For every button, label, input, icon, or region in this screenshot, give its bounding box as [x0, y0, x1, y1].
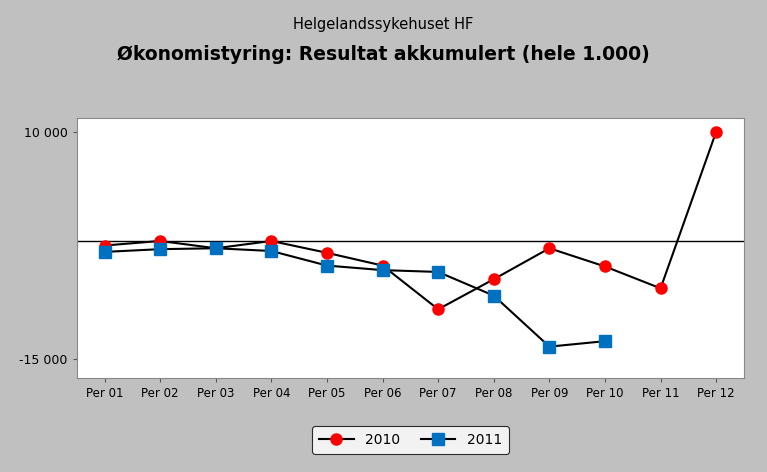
- 2010: [267, 238, 276, 244]
- Legend: 2010, 2011: 2010, 2011: [312, 426, 509, 454]
- 2010: [601, 264, 610, 270]
- 2010: [433, 306, 443, 312]
- 2011: [378, 267, 387, 273]
- 2010: [656, 286, 665, 291]
- 2010: [211, 245, 220, 251]
- Text: Helgelandssykehuset HF: Helgelandssykehuset HF: [293, 17, 474, 32]
- 2010: [322, 250, 331, 256]
- Line: 2010: 2010: [99, 126, 722, 315]
- 2011: [545, 344, 554, 349]
- 2010: [156, 238, 165, 244]
- 2010: [545, 245, 554, 251]
- 2010: [378, 263, 387, 269]
- 2011: [100, 249, 109, 255]
- 2011: [601, 338, 610, 344]
- Line: 2011: 2011: [99, 243, 611, 352]
- 2011: [489, 293, 499, 298]
- 2011: [322, 263, 331, 269]
- 2010: [100, 243, 109, 248]
- 2010: [489, 277, 499, 282]
- Text: Økonomistyring: Resultat akkumulert (hele 1.000): Økonomistyring: Resultat akkumulert (hel…: [117, 45, 650, 64]
- 2011: [433, 269, 443, 275]
- 2011: [156, 246, 165, 252]
- 2011: [267, 248, 276, 254]
- 2011: [211, 245, 220, 251]
- 2010: [712, 129, 721, 135]
